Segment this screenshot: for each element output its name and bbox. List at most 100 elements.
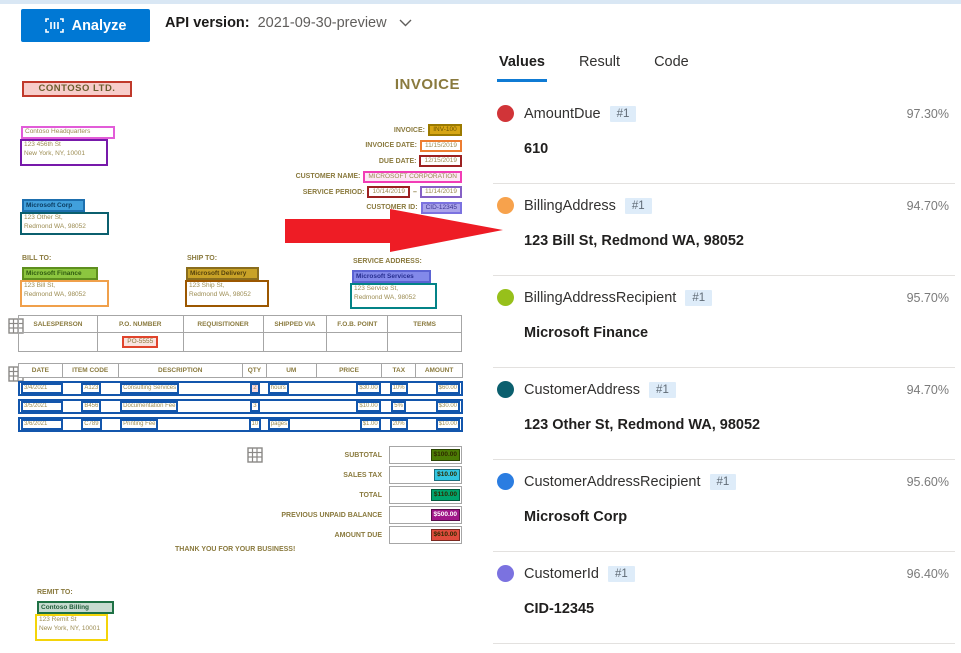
previous-balance-row: PREVIOUS UNPAID BALANCE $500.00 <box>68 506 462 524</box>
billing-address-field-box[interactable]: 123 Bill St, Redmond WA, 98052 <box>20 280 109 307</box>
subtotal-row: SUBTOTAL $100.00 <box>68 446 462 464</box>
item-amount-box[interactable]: $60.00 <box>435 383 461 394</box>
item-code-box[interactable]: A123 <box>81 383 102 394</box>
billing-recipient-field-box[interactable]: Microsoft Finance <box>22 267 98 280</box>
red-arrow-annotation <box>285 209 503 252</box>
item-um-box[interactable]: pages <box>267 419 291 430</box>
item-tax-box[interactable]: 20% <box>389 419 408 430</box>
item-row[interactable]: 3/4/2021 A123 Consulting Services 2 hour… <box>18 381 463 396</box>
service-recipient-field-box[interactable]: Microsoft Services <box>352 270 431 283</box>
po-table: SALESPERSON P.O. NUMBER REQUISITIONER SH… <box>18 315 462 352</box>
remit-address-field-box[interactable]: 123 Remit St New York, NY, 10001 <box>35 614 108 641</box>
remit-name-field-box[interactable]: Contoso Billing <box>37 601 114 614</box>
vendor-name-field-box[interactable]: Contoso Headquarters <box>21 126 115 139</box>
po-col-shippedvia: SHIPPED VIA <box>262 315 328 333</box>
tab-code[interactable]: Code <box>654 54 689 70</box>
item-qty-box[interactable]: 10 <box>248 419 262 430</box>
shipping-address-field-box[interactable]: 123 Ship St, Redmond WA, 98052 <box>185 280 269 307</box>
field-confidence: 95.70% <box>906 290 949 305</box>
vendor-address-field-box[interactable]: 123 456th St New York, NY, 10001 <box>20 139 108 166</box>
field-name: CustomerId <box>524 565 599 582</box>
amount-due-field-box[interactable]: $610.00 <box>430 529 460 541</box>
field-color-dot <box>497 565 514 582</box>
item-desc-box[interactable]: Documentation Fee <box>120 401 179 412</box>
service-start-field-box[interactable]: 10/14/2019 <box>367 186 411 198</box>
field-color-dot <box>497 197 514 214</box>
customer-name-field-box[interactable]: MICROSOFT CORPORATION <box>363 170 462 183</box>
thank-you-text: THANK YOU FOR YOUR BUSINESS! <box>175 546 296 553</box>
due-date-label: DUE DATE: <box>378 157 417 165</box>
field-confidence: 94.70% <box>906 198 949 213</box>
item-price-box[interactable]: $1.00 <box>359 419 381 430</box>
results-panel: Values Result Code AmountDue #1 97.30% 6… <box>493 50 955 644</box>
customer-name-label: CUSTOMER NAME: <box>295 173 361 180</box>
analyze-button[interactable]: Analyze <box>21 9 150 42</box>
field-value: Microsoft Finance <box>524 325 649 341</box>
field-count-badge: #1 <box>709 473 737 490</box>
item-price-box[interactable]: $10.00 <box>356 401 381 412</box>
field-count-badge: #1 <box>685 289 713 306</box>
customer-recipient-field-box[interactable]: Microsoft Corp <box>22 199 85 212</box>
table-icon[interactable] <box>247 447 263 463</box>
invoice-date-field-box[interactable]: 11/15/2019 <box>419 139 462 152</box>
field-color-dot <box>497 105 514 122</box>
item-desc-box[interactable]: Consulting Services <box>120 383 180 394</box>
window-top-strip <box>0 0 961 4</box>
item-amount-box[interactable]: $30.00 <box>435 401 461 412</box>
field-value: Microsoft Corp <box>524 509 628 525</box>
item-qty-box[interactable]: 2 <box>250 383 260 394</box>
po-table-header-row: SALESPERSON P.O. NUMBER REQUISITIONER SH… <box>18 315 462 333</box>
tab-values[interactable]: Values <box>497 50 547 82</box>
billing-address-line2: Redmond WA, 98052 <box>24 290 86 298</box>
due-date-field-box[interactable]: 12/15/2019 <box>419 155 462 167</box>
field-row-customeraddressrecipient[interactable]: CustomerAddressRecipient #1 95.60% Micro… <box>493 460 955 552</box>
service-address-line1: 123 Service St, <box>354 285 399 292</box>
toolbar: Analyze API version: 2021-09-30-preview <box>0 4 961 50</box>
field-row-billingaddressrecipient[interactable]: BillingAddressRecipient #1 95.70% Micros… <box>493 276 955 368</box>
item-date-box[interactable]: 3/5/2021 <box>21 401 63 412</box>
po-col-ponumber: P.O. NUMBER <box>96 315 184 333</box>
tab-result[interactable]: Result <box>578 54 621 70</box>
previous-balance-field-box[interactable]: $500.00 <box>430 509 460 521</box>
vendor-address-line2: New York, NY, 10001 <box>24 149 85 157</box>
item-row[interactable]: 3/6/2021 C789 Printing Fee 10 pages $1.0… <box>18 417 463 432</box>
field-row-amountdue[interactable]: AmountDue #1 97.30% 610 <box>493 92 955 184</box>
total-field-box[interactable]: $110.00 <box>430 489 460 501</box>
customer-address-field-box[interactable]: 123 Other St, Redmond WA, 98052 <box>20 212 109 235</box>
subtotal-field-box[interactable]: $100.00 <box>430 449 460 461</box>
vendor-address-line1: 123 456th St <box>24 141 61 148</box>
po-number-field-box[interactable]: PO-5555 <box>122 336 159 348</box>
item-desc-box[interactable]: Printing Fee <box>120 419 159 430</box>
item-row[interactable]: 3/5/2021 B456 Documentation Fee 3 $10.00… <box>18 399 463 414</box>
item-date-box[interactable]: 3/4/2021 <box>21 383 63 394</box>
invoice-company-field-box[interactable]: CONTOSO LTD. <box>22 81 132 97</box>
amount-due-row: AMOUNT DUE $610.00 <box>68 526 462 544</box>
item-um-box[interactable]: hours <box>267 383 289 394</box>
invoice-date-row: INVOICE DATE: 11/15/2019 <box>365 139 462 152</box>
chevron-down-icon[interactable] <box>399 19 412 27</box>
service-end-field-box[interactable]: 11/14/2019 <box>419 186 462 198</box>
po-col-terms: TERMS <box>387 315 462 333</box>
ship-to-label: SHIP TO: <box>187 255 218 262</box>
shipping-recipient-field-box[interactable]: Microsoft Delivery <box>186 267 259 280</box>
item-amount-box[interactable]: $10.00 <box>435 419 461 430</box>
item-tax-box[interactable]: 10% <box>389 383 408 394</box>
item-tax-box[interactable]: 5% <box>391 401 406 412</box>
item-price-box[interactable]: $30.00 <box>356 383 381 394</box>
customer-id-field-box[interactable]: CID-12345 <box>420 201 462 214</box>
service-address-field-box[interactable]: 123 Service St, Redmond WA, 98052 <box>350 283 437 309</box>
item-code-box[interactable]: B456 <box>81 401 102 412</box>
field-row-customerid[interactable]: CustomerId #1 96.40% CID-12345 <box>493 552 955 644</box>
item-code-box[interactable]: C789 <box>81 419 102 430</box>
po-col-requisitioner: REQUISITIONER <box>182 315 264 333</box>
field-row-billingaddress[interactable]: BillingAddress #1 94.70% 123 Bill St, Re… <box>493 184 955 276</box>
invoice-number-label: INVOICE: <box>393 126 425 134</box>
invoice-number-field-box[interactable]: INV-100 <box>428 124 462 136</box>
item-date-box[interactable]: 3/6/2021 <box>21 419 63 430</box>
item-qty-box[interactable]: 3 <box>250 401 260 412</box>
field-row-customeraddress[interactable]: CustomerAddress #1 94.70% 123 Other St, … <box>493 368 955 460</box>
field-count-badge: #1 <box>609 105 637 122</box>
field-value: 123 Other St, Redmond WA, 98052 <box>524 417 761 433</box>
api-version-dropdown[interactable]: 2021-09-30-preview <box>257 15 387 31</box>
salestax-field-box[interactable]: $10.00 <box>434 469 460 481</box>
